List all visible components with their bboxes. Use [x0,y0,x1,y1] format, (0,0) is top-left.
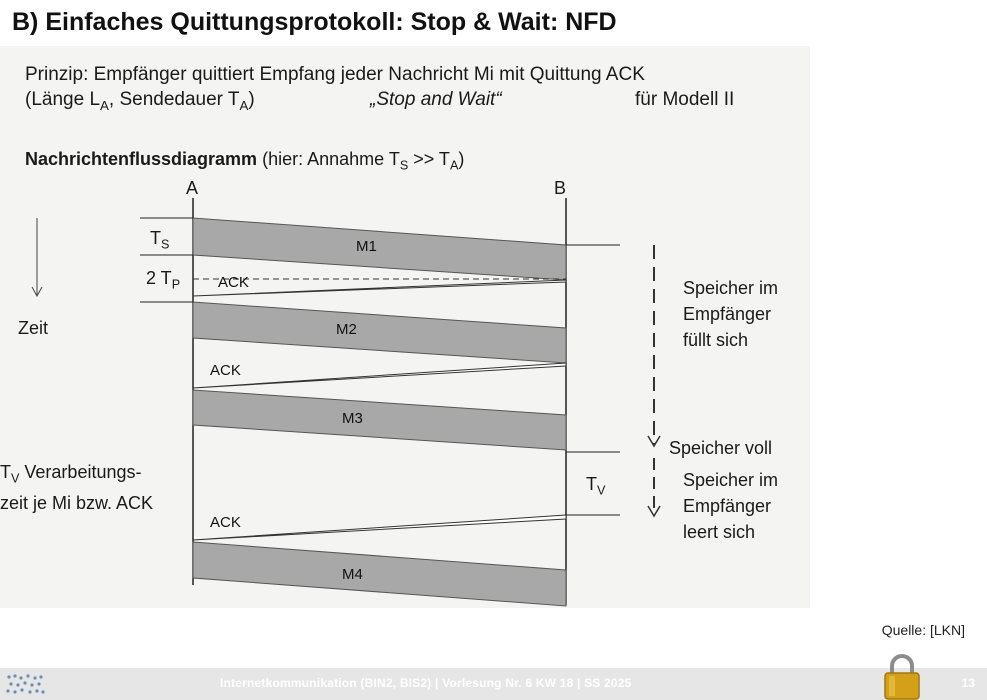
ack-label-3: ACK [210,514,241,531]
university-logo-icon [6,674,45,694]
memory-full-text: Speicher voll [669,438,773,458]
lock-icon [884,654,920,700]
tv-label: TV [586,474,606,498]
zeit-label: Zeit [18,318,49,338]
stop-and-wait-quote: „Stop and Wait“ [370,89,502,110]
principle-line-1: Prinzip: Empfänger quittiert Empfang jed… [25,64,645,85]
tv-description: TV Verarbeitungs- zeit je Mi bzw. ACK [0,462,154,513]
message-band-m2 [192,301,567,364]
flow-diagram-heading: Nachrichtenflussdiagramm (hier: Annahme … [25,149,465,173]
ack-wedge-1 [192,279,567,297]
slide-title: B) Einfaches Quittungsprotokoll: Stop & … [12,8,617,36]
node-b-label: B [554,178,567,198]
tp-label: 2 TP [146,268,181,292]
ack-wedge-2 [192,362,567,389]
time-arrow-icon [31,218,43,298]
message-band-m1 [192,217,567,281]
fill-arrow-icon [647,245,661,448]
ts-label: TS [150,228,170,252]
memory-empties-text: Speicher im Empfänger leert sich [683,470,779,542]
memory-fills-text: Speicher im Empfänger füllt sich [683,278,779,350]
footer-bar: Internetkommunikation (BIN2, BIS2) | Vor… [0,668,987,700]
page-number: 13 [961,676,975,690]
message-label-m2: M2 [336,321,357,338]
message-band-m4 [192,541,567,607]
footer-text: Internetkommunikation (BIN2, BIS2) | Vor… [220,676,632,690]
principle-line-2: (Länge LA, Sendedauer TA) [25,89,255,113]
message-label-m3: M3 [342,410,363,427]
message-band-m3 [192,389,567,451]
ack-wedge-3 [192,514,567,541]
node-a-label: A [186,178,199,198]
source-label: Quelle: [LKN] [881,622,965,638]
empty-arrow-icon [647,458,661,518]
model-label: für Modell II [635,89,735,110]
message-label-m1: M1 [356,238,377,255]
ack-label-2: ACK [210,362,241,379]
message-label-m4: M4 [342,566,363,583]
ack-label-1: ACK [218,274,249,291]
